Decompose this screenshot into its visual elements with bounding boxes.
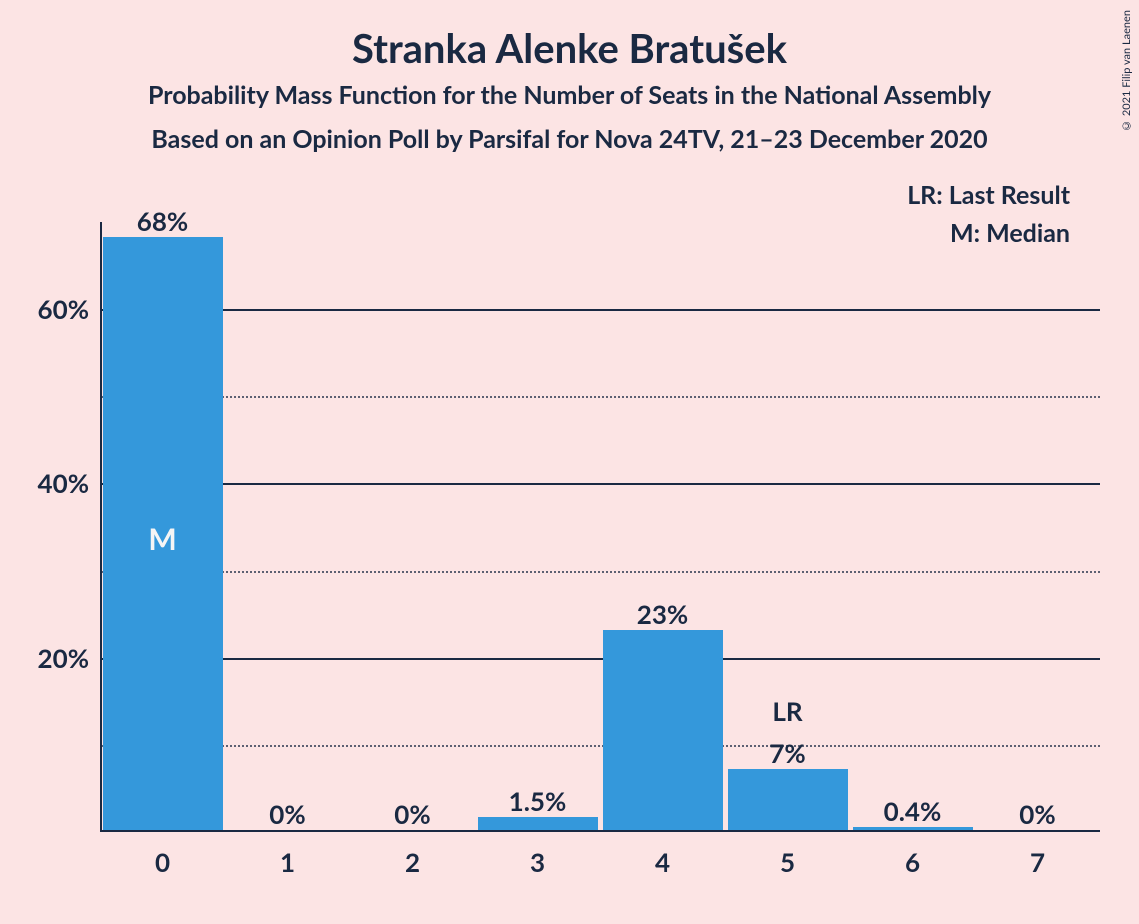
grid-major	[102, 658, 1100, 660]
chart-subtitle-2: Based on an Opinion Poll by Parsifal for…	[0, 124, 1139, 154]
legend-m: M: Median	[950, 218, 1070, 248]
bar-value-label: 0%	[394, 798, 430, 830]
chart-subtitle-1: Probability Mass Function for the Number…	[0, 80, 1139, 110]
grid-major	[102, 309, 1100, 311]
bar-value-label: 23%	[637, 598, 688, 630]
x-tick-label: 5	[780, 846, 795, 878]
x-tick-label: 2	[405, 846, 420, 878]
x-tick-label: 3	[530, 846, 545, 878]
grid-minor	[102, 396, 1100, 398]
grid-major	[102, 483, 1100, 485]
x-tick-label: 7	[1030, 846, 1045, 878]
chart-title: Stranka Alenke Bratušek	[0, 24, 1139, 72]
grid-minor	[102, 745, 1100, 747]
last-result-marker: LR	[772, 695, 802, 727]
y-tick-label: 60%	[38, 293, 89, 325]
bar-value-label: 0%	[269, 798, 305, 830]
x-tick-label: 6	[905, 846, 920, 878]
copyright-text: © 2021 Filip van Laenen	[1120, 10, 1133, 132]
y-tick-label: 40%	[38, 467, 89, 499]
bar-value-label: 1.5%	[509, 785, 567, 817]
bar	[853, 827, 973, 830]
x-tick-label: 1	[280, 846, 295, 878]
x-tick-label: 4	[655, 846, 670, 878]
x-axis	[100, 830, 1100, 832]
y-tick-label: 20%	[38, 642, 89, 674]
bar	[478, 817, 598, 830]
bar-value-label: 7%	[769, 737, 805, 769]
bar	[728, 769, 848, 830]
grid-minor	[102, 571, 1100, 573]
median-marker: M	[148, 521, 176, 557]
x-tick-label: 0	[155, 846, 170, 878]
chart-container: Stranka Alenke Bratušek Probability Mass…	[0, 0, 1139, 924]
plot-area: 68%M0%0%1.5%23%LR7%0.4%0% 01234567 LR: L…	[100, 222, 1100, 832]
bar	[603, 630, 723, 830]
bar-value-label: 0.4%	[884, 795, 942, 827]
bar-value-label: 0%	[1019, 798, 1055, 830]
bar-value-label: 68%	[137, 205, 188, 237]
legend-lr: LR: Last Result	[907, 180, 1070, 210]
